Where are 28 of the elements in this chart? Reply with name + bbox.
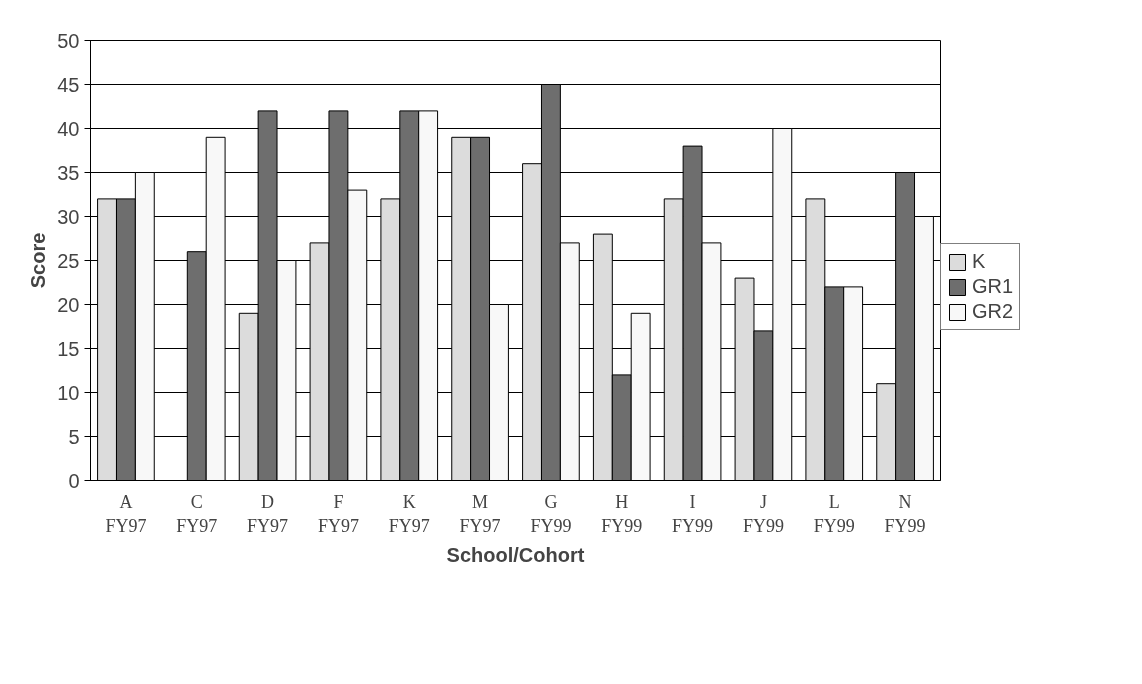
x-tick-label: L FY99 <box>813 491 855 536</box>
y-tick-label: 5 <box>68 425 80 448</box>
y-tick-label: 20 <box>57 293 80 316</box>
y-tick-label: 10 <box>57 381 80 404</box>
y-tick-label: 35 <box>57 161 80 184</box>
y-tick-label: 30 <box>57 205 80 228</box>
legend-label: GR2 <box>972 300 1014 323</box>
x-tick-label: H FY99 <box>601 491 643 536</box>
y-axis-title: Score <box>27 232 50 289</box>
x-tick-label: K FY97 <box>388 491 430 536</box>
y-tick-label: 25 <box>57 249 80 272</box>
y-tick-label: 15 <box>57 337 80 360</box>
x-tick-label: G FY99 <box>530 491 572 536</box>
x-tick-label: C FY97 <box>176 491 218 536</box>
x-tick-label: J FY99 <box>742 491 784 536</box>
legend-label: GR1 <box>972 275 1014 298</box>
x-tick-label: D FY97 <box>247 491 289 536</box>
y-tick-label: 50 <box>57 29 80 52</box>
x-tick-label: I FY99 <box>672 491 714 536</box>
legend-label: K <box>972 250 987 273</box>
x-tick-label: N FY99 <box>884 491 926 536</box>
x-tick-label: A FY97 <box>105 491 147 536</box>
y-tick-label: 40 <box>57 117 80 140</box>
x-axis-title: School/Cohort <box>446 543 585 566</box>
x-tick-label: M FY97 <box>459 491 501 536</box>
y-tick-label: 45 <box>57 73 80 96</box>
x-tick-label: F FY97 <box>317 491 359 536</box>
y-tick-label: 0 <box>68 469 80 492</box>
